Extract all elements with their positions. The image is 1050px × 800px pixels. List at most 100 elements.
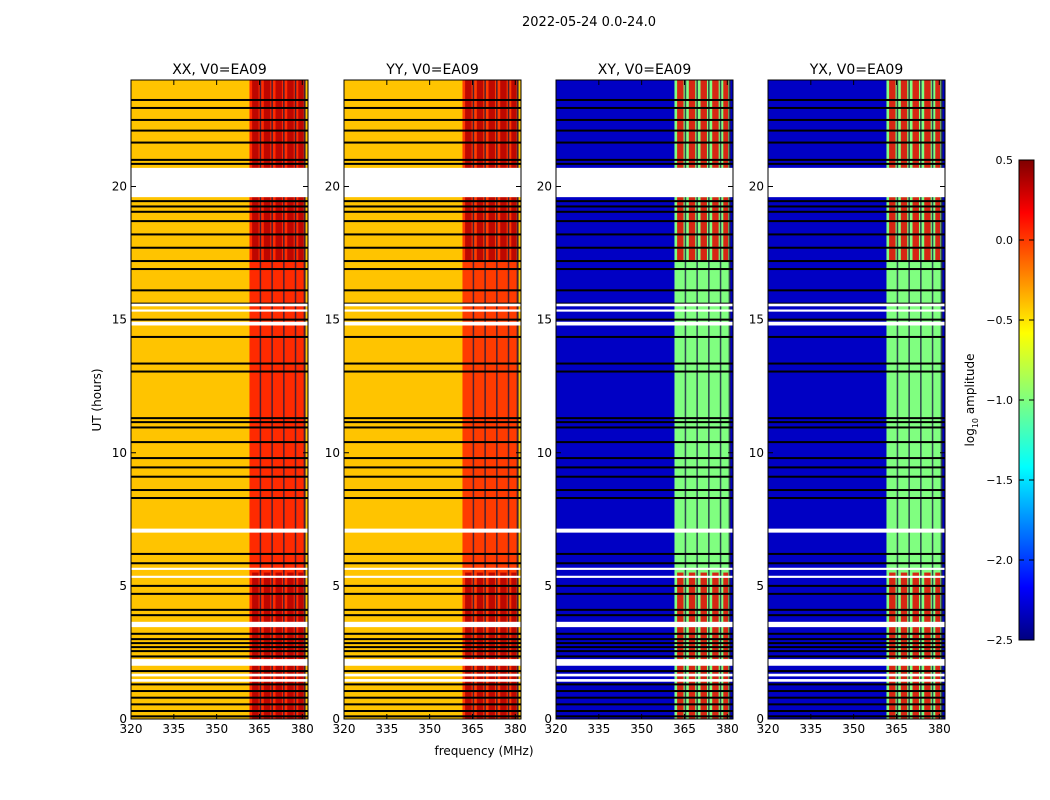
flag-line xyxy=(344,608,521,611)
band-peak xyxy=(252,197,259,262)
missing-data-gap xyxy=(344,621,521,628)
panel-frame xyxy=(343,79,522,720)
flag-line xyxy=(556,683,733,686)
flag-line xyxy=(131,638,308,641)
missing-data-gap xyxy=(556,621,733,628)
band-peak xyxy=(700,80,707,168)
missing-data-gap xyxy=(768,303,945,307)
flag-line xyxy=(556,632,733,635)
band-peak xyxy=(488,572,495,719)
flag-line xyxy=(131,210,308,213)
flag-line xyxy=(556,129,733,132)
band-cell xyxy=(933,80,943,719)
flag-line xyxy=(344,497,521,500)
flag-line xyxy=(768,158,945,161)
flag-line xyxy=(344,141,521,144)
flag-line xyxy=(131,552,308,555)
missing-data-gap xyxy=(556,321,733,326)
flag-line xyxy=(556,289,733,292)
flag-line xyxy=(344,106,521,109)
missing-data-gap xyxy=(344,575,521,578)
flag-line xyxy=(344,289,521,292)
flag-line xyxy=(131,233,308,236)
flag-line xyxy=(131,421,308,424)
flag-line xyxy=(768,268,945,271)
flag-line xyxy=(344,417,521,420)
flag-line xyxy=(556,268,733,271)
flag-line xyxy=(768,584,945,587)
flag-line xyxy=(556,421,733,424)
x-tick-label: 350 xyxy=(418,722,441,736)
band-peak xyxy=(287,572,294,719)
missing-data-gap xyxy=(768,321,945,326)
band-peak xyxy=(935,80,941,168)
missing-data-gap xyxy=(131,303,308,307)
missing-data-gap xyxy=(768,575,945,578)
band-peak xyxy=(723,80,729,168)
band-peak xyxy=(287,197,294,262)
flag-line xyxy=(344,632,521,635)
band-peak xyxy=(889,80,896,168)
flag-line xyxy=(768,335,945,338)
band-peak xyxy=(275,572,282,719)
flag-line xyxy=(556,441,733,444)
flag-line xyxy=(556,318,733,321)
flag-line xyxy=(344,362,521,365)
band-peak xyxy=(900,80,908,168)
flag-line xyxy=(344,584,521,587)
band-peak xyxy=(488,80,495,168)
band-peak xyxy=(924,197,931,262)
band-peak xyxy=(465,80,472,168)
flag-line xyxy=(768,638,945,641)
colorbar-tick-label: 0.0 xyxy=(996,234,1014,247)
band-cell xyxy=(296,80,306,719)
missing-data-gap xyxy=(768,621,945,628)
flag-line xyxy=(768,233,945,236)
channel-separator xyxy=(940,80,943,719)
y-tick-label: 10 xyxy=(537,446,552,460)
flag-line xyxy=(131,489,308,492)
panel-yy: YY, V0=EA09 320 335 350 365 380 0 5 10 15 20 xyxy=(325,62,527,736)
flag-line xyxy=(131,703,308,706)
channel-separator xyxy=(896,80,899,719)
flag-line xyxy=(556,426,733,429)
band-peak xyxy=(263,572,271,719)
flag-line xyxy=(344,335,521,338)
flag-line xyxy=(556,233,733,236)
panel-yx: YX, V0=EA09 320 335 350 365 380 0 5 10 15 20 xyxy=(749,62,951,736)
flag-line xyxy=(344,703,521,706)
missing-data-gap xyxy=(131,621,308,628)
flag-line xyxy=(344,614,521,617)
channel-separator xyxy=(708,80,711,719)
flag-line xyxy=(556,562,733,565)
flag-line xyxy=(768,670,945,673)
band-peak xyxy=(263,80,271,168)
band-cell xyxy=(674,80,687,719)
flag-line xyxy=(556,710,733,713)
flag-line xyxy=(768,646,945,649)
band-peak xyxy=(924,80,931,168)
flag-line xyxy=(556,670,733,673)
missing-data-gap xyxy=(556,528,733,533)
band-peak xyxy=(465,572,472,719)
flag-line xyxy=(768,417,945,420)
flag-line xyxy=(344,220,521,223)
x-tick-label: 380 xyxy=(928,722,951,736)
x-tick-label: 350 xyxy=(630,722,653,736)
y-tick-label: 0 xyxy=(332,712,340,726)
channel-separator xyxy=(271,80,274,719)
flag-line xyxy=(131,370,308,373)
flag-line xyxy=(344,710,521,713)
flag-line xyxy=(556,210,733,213)
flag-line xyxy=(131,650,308,653)
missing-data-gap xyxy=(556,567,733,570)
flag-line xyxy=(344,670,521,673)
missing-data-gap xyxy=(344,321,521,326)
band-peak xyxy=(688,572,696,719)
missing-data-gap xyxy=(131,679,308,682)
flag-line xyxy=(556,638,733,641)
band-peak xyxy=(677,80,684,168)
flag-line xyxy=(556,592,733,595)
band-peak xyxy=(476,197,484,262)
x-tick-label: 320 xyxy=(120,722,143,736)
